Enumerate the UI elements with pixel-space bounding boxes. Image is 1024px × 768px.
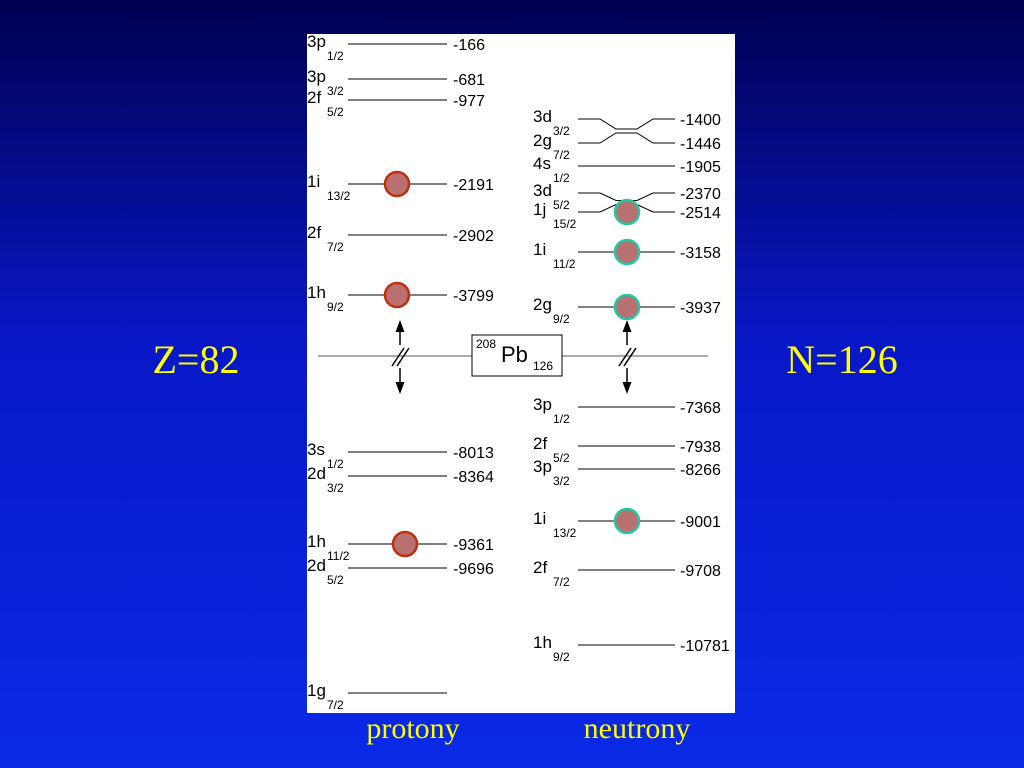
orbital-label: 4s	[533, 154, 551, 173]
orbital-label: 3p	[307, 67, 326, 86]
nucleus-box	[471, 334, 563, 377]
energy-label: -1400	[680, 112, 721, 129]
j-subscript: 11/2	[553, 257, 576, 271]
orbital-label: 1i	[533, 509, 546, 528]
j-subscript: 5/2	[327, 105, 344, 119]
orbital-label: 1g	[307, 681, 326, 700]
j-subscript: 9/2	[327, 300, 344, 314]
orbital-label: 1j	[533, 200, 546, 219]
j-subscript: 1/2	[327, 49, 344, 63]
energy-label: -8364	[453, 469, 494, 486]
orbital-label: 2f	[533, 434, 547, 453]
energy-label: -8266	[680, 462, 721, 479]
energy-label: -9696	[453, 561, 494, 578]
j-subscript: 5/2	[327, 573, 344, 587]
energy-label: -7938	[680, 439, 721, 456]
orbital-label: 1i	[533, 240, 546, 259]
energy-label: -2191	[453, 177, 494, 194]
occupied-level	[613, 507, 641, 535]
energy-label: -2902	[453, 228, 494, 245]
orbital-label: 3d	[533, 107, 552, 126]
level-line	[578, 118, 675, 130]
j-subscript: 3/2	[553, 474, 570, 488]
energy-label: -3158	[680, 245, 721, 262]
level-line	[578, 132, 675, 144]
energy-label: -9708	[680, 563, 721, 580]
j-subscript: 9/2	[553, 650, 570, 664]
orbital-label: 3p	[533, 395, 552, 414]
j-subscript: 5/2	[553, 451, 570, 465]
j-subscript: 13/2	[553, 526, 577, 540]
orbital-label: 2g	[533, 131, 552, 150]
occupied-level	[613, 238, 641, 266]
energy-label: -3937	[680, 300, 721, 317]
j-subscript: 1/2	[327, 457, 344, 471]
energy-label: -2370	[680, 186, 721, 203]
energy-label: -10781	[680, 638, 730, 655]
j-subscript: 15/2	[553, 217, 577, 231]
proton-caption: protony	[366, 712, 459, 745]
gap-arrows	[391, 320, 637, 394]
j-subscript: 5/2	[553, 198, 570, 212]
neutron-magic: N=126	[786, 337, 897, 382]
energy-label: -2514	[680, 205, 721, 222]
j-subscript: 3/2	[327, 84, 344, 98]
energy-label: -9361	[453, 537, 494, 554]
orbital-label: 3p	[533, 457, 552, 476]
orbital-label: 2f	[307, 223, 321, 242]
j-subscript: 3/2	[553, 124, 570, 138]
j-subscript: 1/2	[553, 171, 570, 185]
j-subscript: 3/2	[327, 481, 344, 495]
energy-label: -8013	[453, 445, 494, 462]
energy-label: -7368	[680, 400, 721, 417]
j-subscript: 13/2	[327, 189, 351, 203]
orbital-label: 3s	[307, 440, 325, 459]
j-subscript: 7/2	[553, 148, 570, 162]
orbital-label: 1h	[307, 283, 326, 302]
orbital-label: 1i	[307, 172, 320, 191]
orbital-label: 2d	[307, 464, 326, 483]
j-subscript: 9/2	[553, 312, 570, 326]
orbital-label: 2g	[533, 295, 552, 314]
occupied-level	[383, 281, 411, 309]
energy-label: -9001	[680, 514, 721, 531]
occupied-level	[613, 198, 641, 226]
neutron-caption: neutrony	[584, 712, 691, 745]
j-subscript: 7/2	[553, 575, 570, 589]
proton-magic: Z=82	[153, 337, 240, 382]
j-subscript: 1/2	[553, 412, 570, 426]
nucleus-mass: 208	[476, 337, 496, 351]
energy-label: -166	[453, 37, 485, 54]
orbital-label: 1h	[533, 633, 552, 652]
orbital-label: 2d	[307, 556, 326, 575]
j-subscript: 7/2	[327, 240, 344, 254]
nucleus-symbol: Pb	[501, 342, 528, 367]
energy-label: -977	[453, 93, 485, 110]
energy-label: -1446	[680, 136, 721, 153]
energy-label: -681	[453, 72, 485, 89]
orbital-label: 1h	[307, 532, 326, 551]
occupied-level	[613, 293, 641, 321]
occupied-level	[391, 530, 419, 558]
nucleus-neutrons: 126	[533, 359, 553, 373]
orbital-label: 2f	[533, 558, 547, 577]
orbital-label: 3d	[533, 181, 552, 200]
energy-label: -1905	[680, 159, 721, 176]
energy-label: -3799	[453, 288, 494, 305]
orbital-label: 2f	[307, 88, 321, 107]
occupied-level	[383, 170, 411, 198]
j-subscript: 11/2	[327, 549, 350, 563]
j-subscript: 7/2	[327, 698, 344, 712]
orbital-label: 3p	[307, 32, 326, 51]
